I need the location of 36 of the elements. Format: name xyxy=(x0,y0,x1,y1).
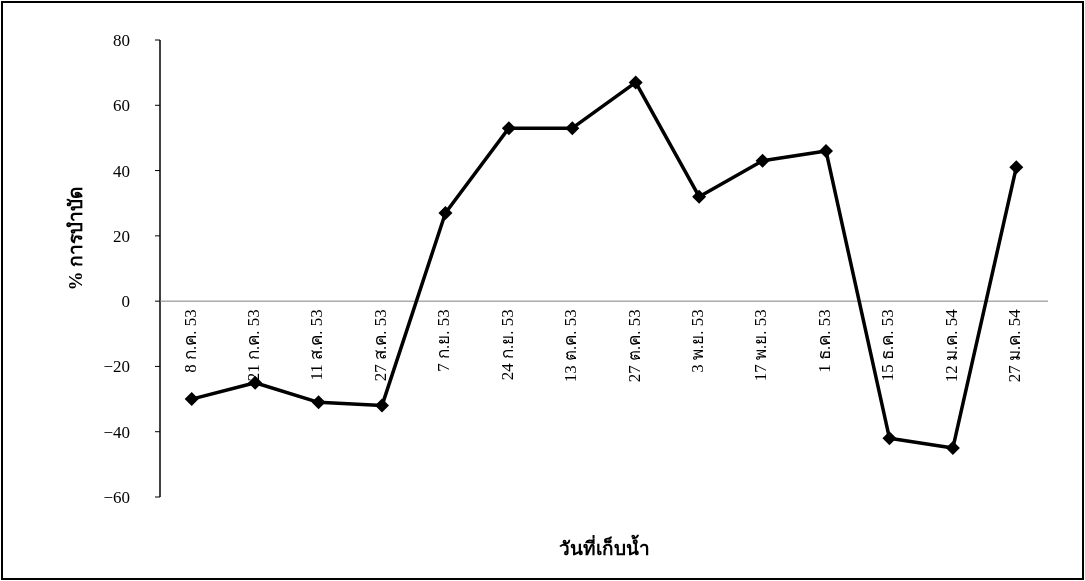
y-axis-title: % การบำบัด xyxy=(65,186,86,291)
y-tick-label: 40 xyxy=(113,161,130,181)
x-tick-label: 17 พ.ย. 53 xyxy=(751,309,771,382)
x-tick-label: 13 ต.ค. 53 xyxy=(561,309,581,383)
x-tick-label: 11 ส.ค. 53 xyxy=(307,309,327,381)
y-tick-label: −60 xyxy=(103,488,130,507)
point xyxy=(1009,160,1024,175)
y-tick-label: 20 xyxy=(113,226,130,246)
x-tick-label: 27 ส.ค. 53 xyxy=(370,309,390,382)
y-tick-label: 0 xyxy=(121,292,130,312)
point xyxy=(819,143,833,158)
x-tick-label: 27 ม.ค. 54 xyxy=(1005,308,1025,383)
x-tick-label: 1 ธ.ค. 53 xyxy=(814,309,834,373)
x-tick-label: 24 ก.ย. 53 xyxy=(497,309,517,381)
point xyxy=(375,398,389,413)
y-tick-label: 80 xyxy=(113,31,130,50)
point xyxy=(311,395,326,410)
x-tick-label: 27 ต.ค. 53 xyxy=(624,309,644,383)
point xyxy=(755,153,770,168)
point xyxy=(501,121,516,136)
y-tick-label: −20 xyxy=(103,357,130,377)
x-tick-label: 3 พ.ย. 53 xyxy=(688,309,708,373)
point xyxy=(565,121,580,136)
x-tick-label: 12 ม.ค. 54 xyxy=(941,308,961,383)
point xyxy=(438,206,453,221)
point xyxy=(184,392,199,407)
x-tick-label: 7 ก.ย. 53 xyxy=(434,309,454,372)
x-tick-label: 8 ก.ค. 53 xyxy=(180,309,200,373)
y-tick-label: 60 xyxy=(113,96,130,116)
point xyxy=(692,189,707,204)
point xyxy=(945,441,960,456)
x-tick-label: 15 ธ.ค. 53 xyxy=(878,309,898,382)
point xyxy=(882,431,897,446)
y-tick-label: −40 xyxy=(103,422,130,442)
point xyxy=(628,75,643,90)
x-axis-title: วันที่เก็บน้ำ xyxy=(558,534,650,559)
